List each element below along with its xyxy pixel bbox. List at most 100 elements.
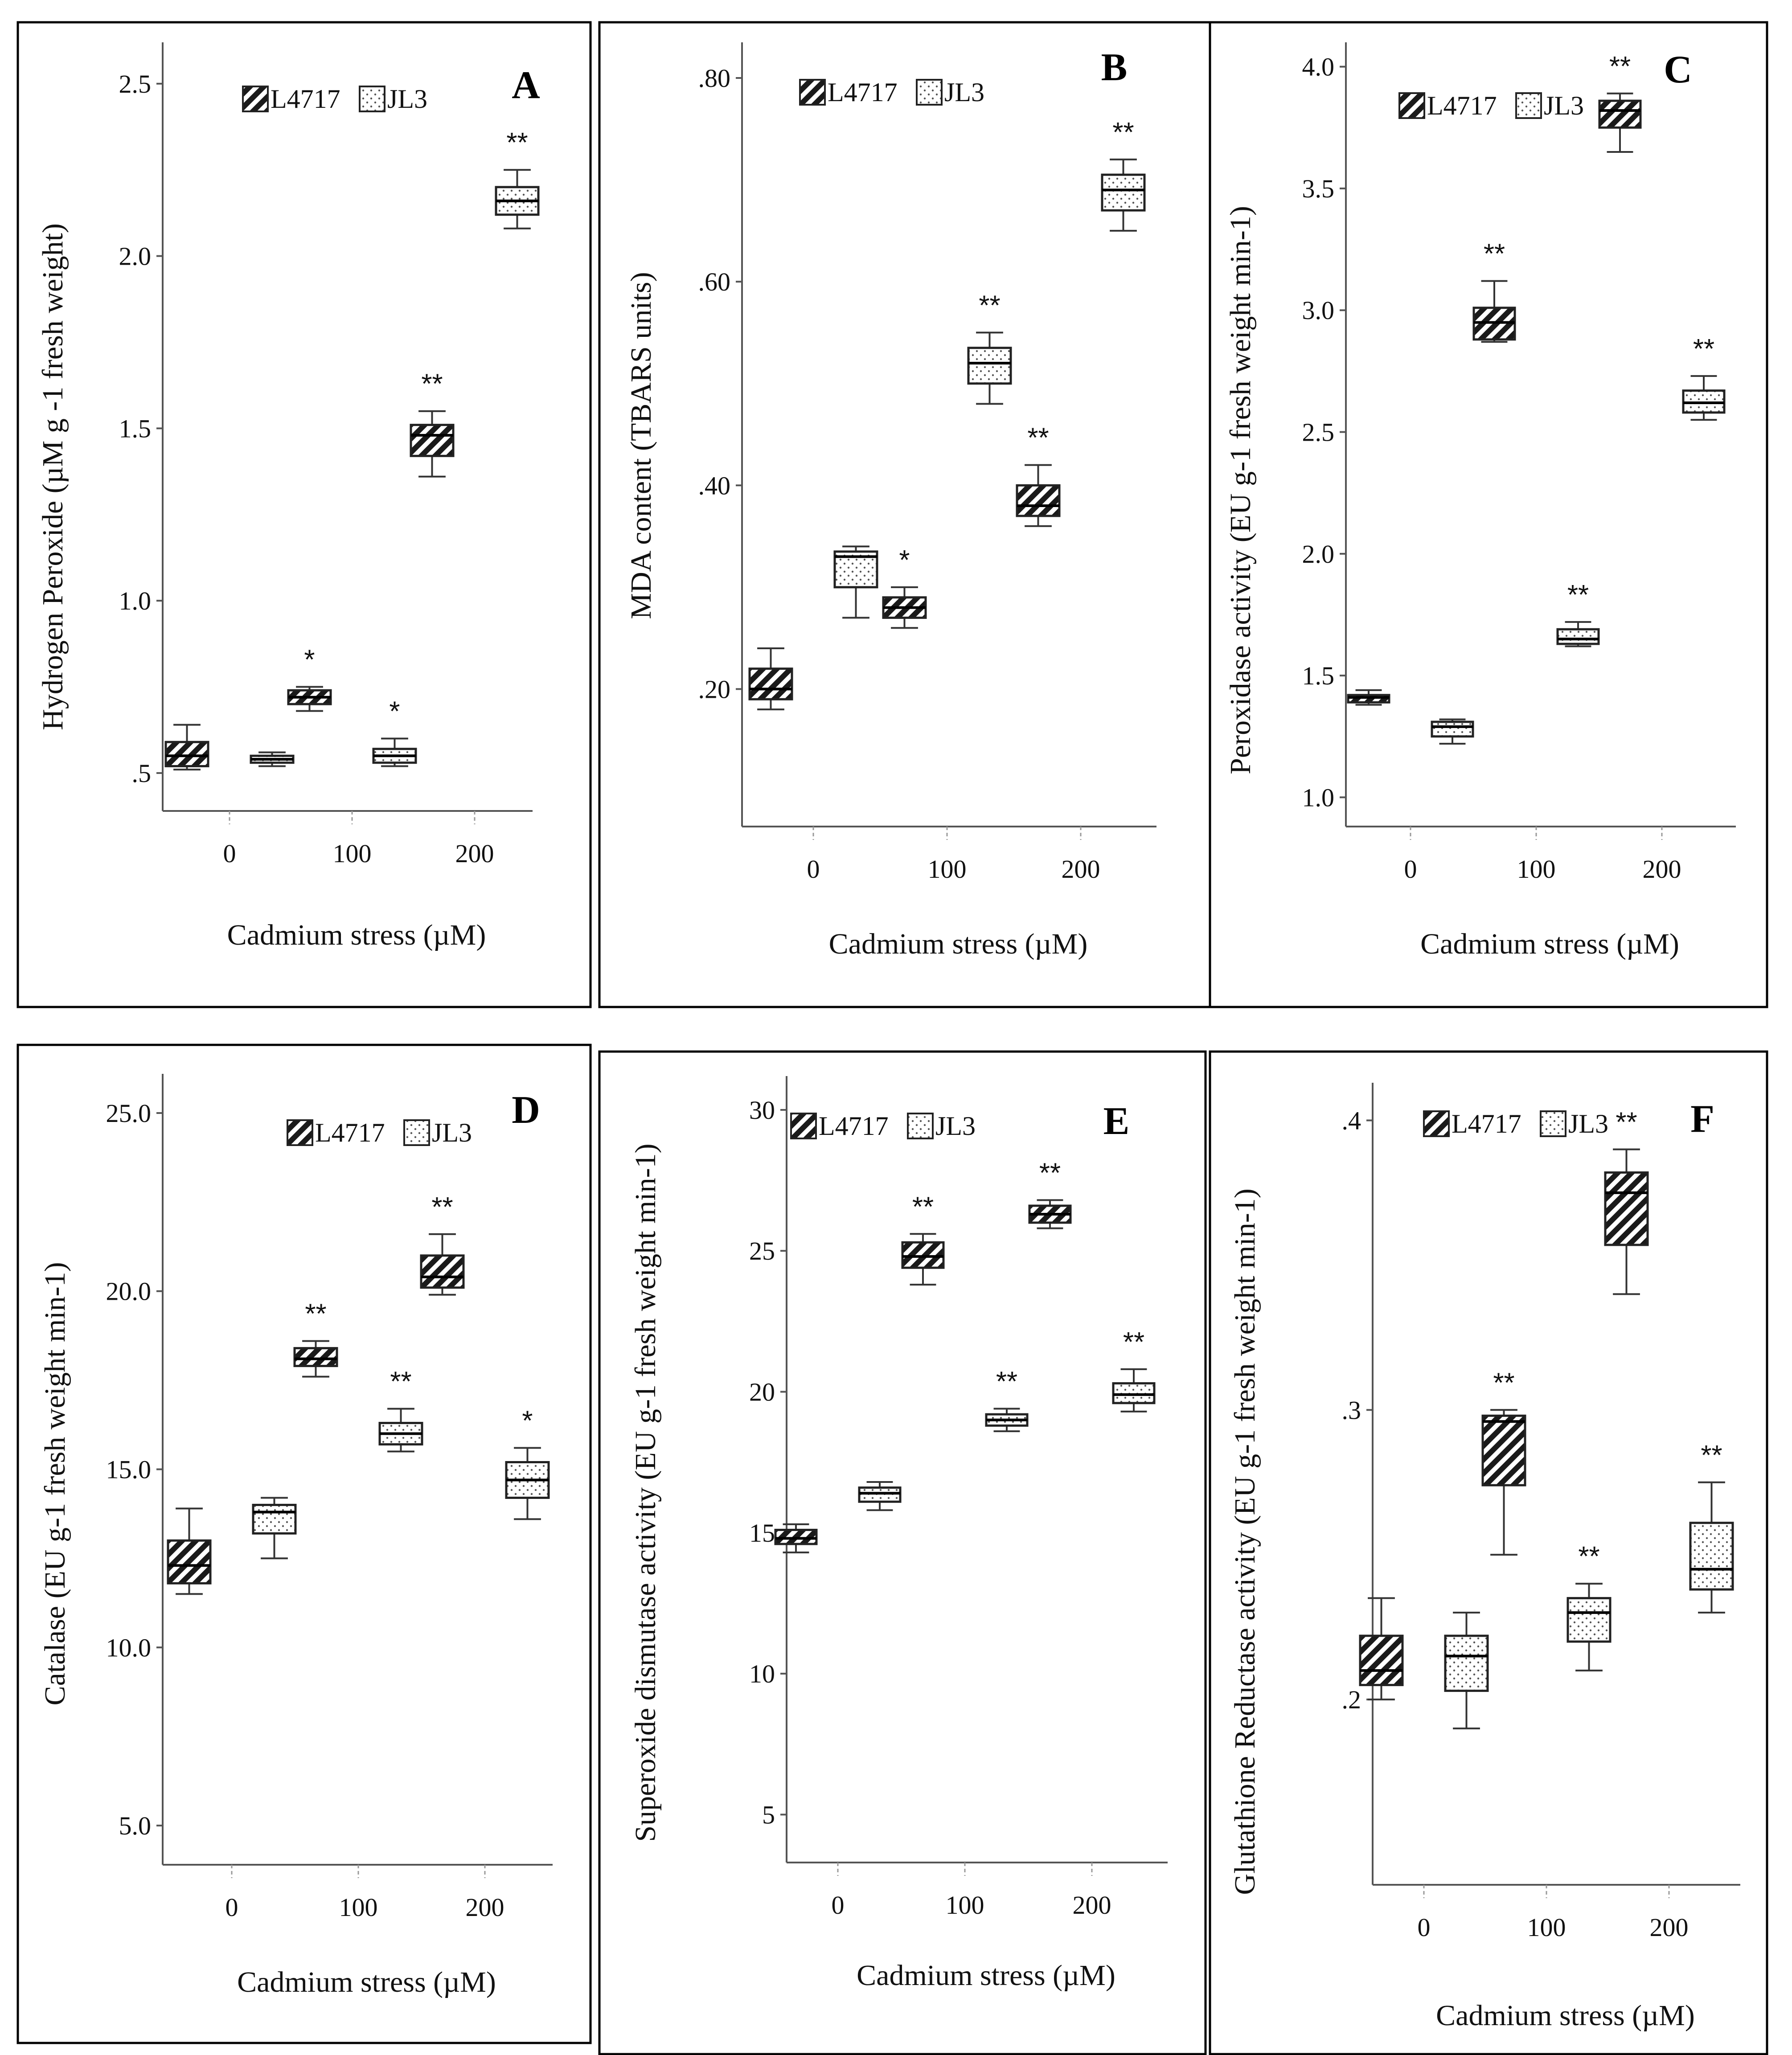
significance-marker: ** <box>421 369 443 400</box>
y-tick-label: .80 <box>698 64 731 93</box>
panel-frame <box>1209 1050 1768 2055</box>
box-iqr <box>1444 1634 1489 1692</box>
panel-frame <box>598 1050 1207 2055</box>
x-tick-label: 100 <box>1517 855 1556 884</box>
significance-marker: ** <box>979 290 1000 321</box>
box-jl3-100: ** <box>1566 1541 1612 1672</box>
y-tick-label: 25.0 <box>106 1099 152 1128</box>
box-l4717-0 <box>164 724 209 771</box>
significance-marker: ** <box>1027 423 1049 454</box>
legend-label-jl3: JL3 <box>944 78 984 107</box>
x-axis-label: Cadmium stress (µM) <box>227 919 486 951</box>
box-iqr <box>252 1503 297 1535</box>
x-tick-label: 200 <box>455 839 494 868</box>
y-axis-label: Peroxidase activity (EU g-1 fresh weight… <box>1224 206 1257 774</box>
legend-label-jl3: JL3 <box>1568 1109 1608 1138</box>
box-jl3-200: ** <box>1101 117 1146 232</box>
box-jl3-100: ** <box>967 290 1012 405</box>
y-tick-label: 10 <box>749 1659 775 1688</box>
y-tick-label: 25 <box>749 1236 775 1265</box>
y-axis-label: Hydrogen Peroxide (µM g -1 fresh weight) <box>37 223 69 730</box>
x-axis-label: Cadmium stress (µM) <box>1420 928 1679 960</box>
significance-marker: ** <box>996 1366 1017 1397</box>
box-l4717-100: * <box>882 545 927 629</box>
y-tick-label: 1.5 <box>1302 661 1335 690</box>
x-tick-label: 100 <box>1527 1913 1566 1942</box>
box-iqr <box>420 1254 465 1289</box>
y-tick-label: 3.0 <box>1302 296 1335 325</box>
box-l4717-100: ** <box>1481 1367 1526 1556</box>
legend-swatch-dotted <box>916 79 943 106</box>
box-jl3-0 <box>858 1481 902 1511</box>
legend-label-l4717: L4717 <box>315 1118 385 1147</box>
panel-F: .2 .3 .4 0 100 200 Cadmium stress (µM) Glutathi… <box>1209 1050 1768 2055</box>
panel-frame <box>1209 21 1768 1008</box>
significance-marker: ** <box>1493 1367 1514 1398</box>
box-iqr <box>748 667 793 700</box>
box-iqr <box>1598 99 1642 129</box>
x-tick-label: 0 <box>832 1891 845 1920</box>
y-tick-label: 2.5 <box>119 70 152 98</box>
box-iqr <box>1604 1171 1649 1246</box>
x-tick-label: 100 <box>333 839 372 868</box>
x-tick-label: 0 <box>223 839 236 868</box>
box-jl3-200: ** <box>495 127 540 229</box>
x-axis-label: Cadmium stress (µM) <box>857 1959 1115 1992</box>
x-tick-label: 100 <box>928 855 967 884</box>
y-axis-label: Superoxide dismutase activity (EU g-1 fr… <box>629 1143 662 1842</box>
box-l4717-200: ** <box>1028 1158 1072 1229</box>
box-l4717-0 <box>167 1507 212 1595</box>
box-l4717-0 <box>1347 689 1390 706</box>
x-tick-label: 100 <box>339 1893 378 1922</box>
panel-tag: C <box>1664 48 1692 91</box>
legend-swatch-hatched <box>799 79 826 106</box>
y-tick-label: 3.5 <box>1302 174 1335 203</box>
legend-swatch-hatched <box>287 1119 313 1146</box>
box-l4717-200: ** <box>1598 51 1642 153</box>
box-iqr <box>1556 628 1600 645</box>
y-tick-label: .40 <box>698 471 731 500</box>
box-iqr <box>967 347 1012 385</box>
box-iqr <box>1016 484 1061 517</box>
box-l4717-100: ** <box>1472 239 1516 343</box>
legend-label-l4717: L4717 <box>271 84 340 114</box>
box-jl3-200: ** <box>1689 1440 1734 1614</box>
y-axis-label: MDA content (TBARS units) <box>625 272 657 619</box>
x-tick-label: 200 <box>1073 1891 1111 1920</box>
box-iqr <box>293 1347 338 1367</box>
box-l4717-100: ** <box>293 1299 338 1378</box>
x-tick-label: 0 <box>1418 1913 1431 1942</box>
y-tick-label: .20 <box>698 675 731 704</box>
significance-marker: ** <box>506 127 528 158</box>
significance-marker: * <box>304 645 315 675</box>
legend: L4717 JL3 <box>1398 91 1584 120</box>
legend: L4717 JL3 <box>1423 1109 1608 1138</box>
box-jl3-0 <box>250 751 295 767</box>
x-axis-label: Cadmium stress (µM) <box>237 1966 496 1998</box>
y-tick-label: 1.5 <box>119 414 152 443</box>
legend-swatch-dotted <box>1540 1110 1566 1137</box>
x-tick-label: 0 <box>807 855 820 884</box>
significance-marker: ** <box>1701 1440 1722 1471</box>
y-tick-label: 5.0 <box>119 1811 152 1840</box>
significance-marker: * <box>389 696 400 727</box>
legend-swatch-dotted <box>359 86 385 112</box>
y-tick-label: .3 <box>1342 1396 1361 1425</box>
significance-marker: ** <box>431 1192 453 1223</box>
box-iqr <box>1359 1634 1404 1687</box>
panel-E: 5 10 15 20 25 30 0 100 200 Cadmium stress (µM) Sup… <box>598 1050 1207 2055</box>
legend-swatch-hatched <box>790 1113 817 1139</box>
significance-marker: * <box>899 545 910 576</box>
significance-marker: ** <box>1578 1541 1599 1572</box>
x-tick-label: 200 <box>466 1893 504 1922</box>
y-axis-label: Catalase (EU g-1 fresh weight min-1) <box>39 1262 71 1705</box>
panel-tag: A <box>512 64 540 107</box>
significance-marker: ** <box>1609 51 1631 82</box>
legend: L4717 JL3 <box>790 1111 976 1141</box>
x-tick-label: 200 <box>1062 855 1100 884</box>
box-iqr <box>774 1529 818 1545</box>
y-tick-label: 20.0 <box>106 1277 152 1306</box>
significance-marker: ** <box>1616 1107 1637 1138</box>
y-tick-label: 2.5 <box>1302 418 1335 447</box>
